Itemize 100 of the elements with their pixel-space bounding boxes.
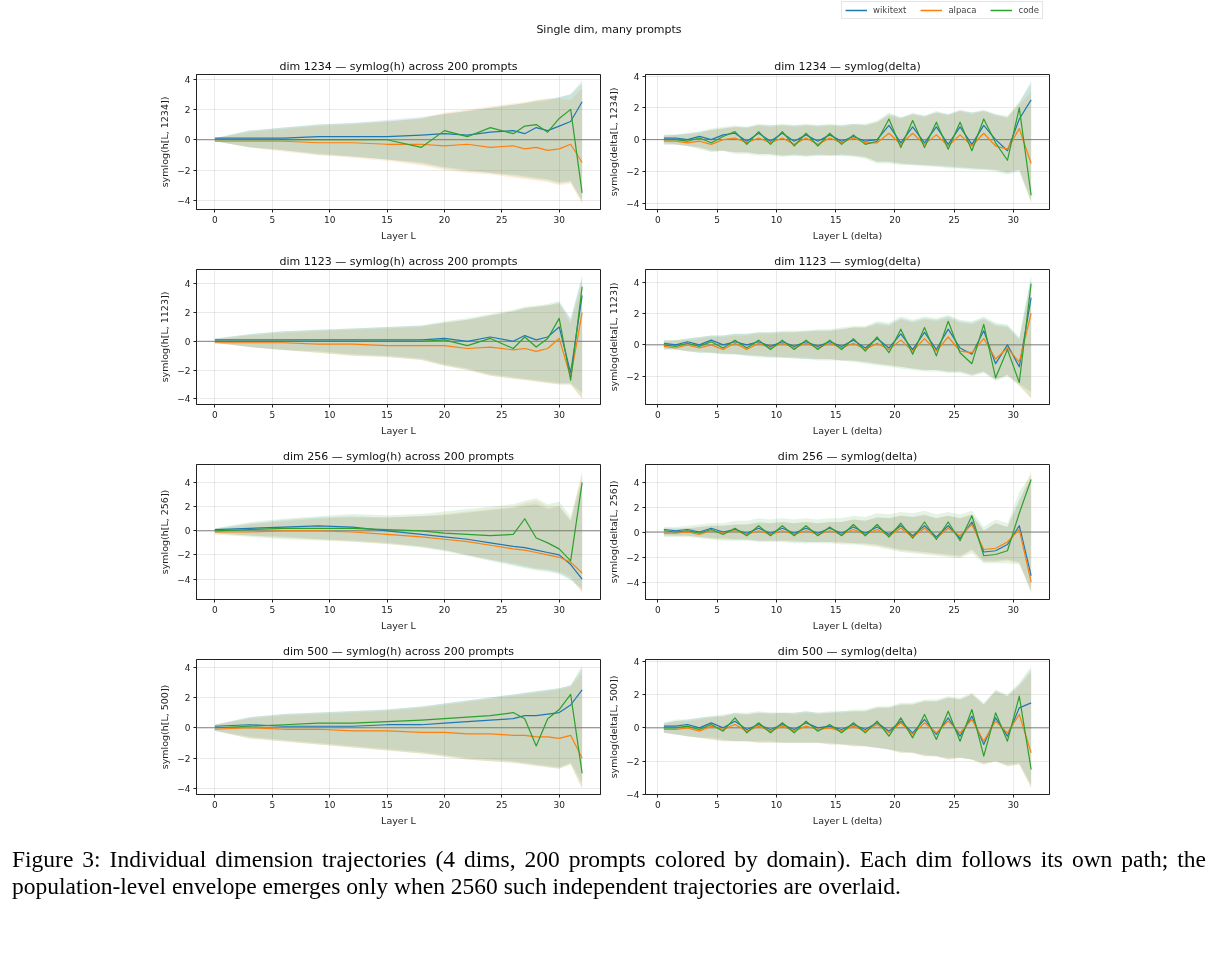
y-tick-label: 2 — [633, 308, 640, 319]
x-tick-label: 0 — [212, 799, 218, 810]
y-tick-label: −4 — [177, 783, 191, 794]
x-tick-label: 15 — [829, 799, 842, 810]
chart-title: dim 500 — symlog(delta) — [777, 644, 918, 658]
x-tick-label: 10 — [323, 214, 336, 225]
x-tick-label: 15 — [381, 214, 393, 225]
y-tick-label: −4 — [626, 198, 640, 209]
x-tick-label: 20 — [889, 214, 901, 225]
x-tick-label: 20 — [438, 799, 451, 810]
y-tick-label: 0 — [633, 723, 640, 734]
x-tick-label: 25 — [496, 409, 508, 420]
y-axis-title: symlog(h[L, 1123]) — [159, 291, 171, 383]
x-tick-label: 15 — [381, 799, 393, 810]
x-tick-label: 15 — [829, 214, 842, 225]
y-tick-label: 0 — [633, 527, 640, 538]
y-tick-label: 4 — [633, 477, 640, 488]
y-tick-label: −4 — [626, 577, 640, 588]
x-axis-title: Layer L (delta) — [812, 814, 883, 826]
x-axis-title: Layer L — [381, 814, 417, 826]
y-tick-label: −2 — [177, 365, 191, 376]
y-tick-label: 0 — [633, 340, 640, 351]
y-tick-label: −2 — [177, 550, 191, 561]
x-tick-label: 10 — [770, 799, 783, 810]
y-tick-label: −2 — [177, 165, 191, 176]
x-tick-label: 30 — [1007, 409, 1020, 420]
y-tick-label: 0 — [184, 526, 191, 537]
y-tick-label: 2 — [184, 104, 191, 115]
x-tick-label: 0 — [655, 604, 662, 615]
y-tick-label: 2 — [184, 692, 191, 703]
legend-label: wikitext — [873, 5, 907, 15]
x-tick-label: 0 — [212, 604, 218, 615]
y-tick-label: 2 — [633, 690, 640, 700]
x-tick-label: 30 — [1007, 214, 1020, 225]
y-tick-label: −4 — [177, 574, 191, 585]
x-tick-label: 15 — [829, 604, 842, 615]
x-tick-label: 30 — [553, 799, 566, 810]
y-tick-label: 4 — [633, 277, 640, 288]
chart-title: dim 256 — symlog(h) across 200 prompts — [283, 449, 515, 463]
x-tick-label: 0 — [212, 409, 218, 420]
x-axis-title: Layer L (delta) — [812, 424, 883, 436]
x-tick-label: 20 — [438, 214, 451, 225]
x-tick-label: 10 — [323, 799, 336, 810]
chart-title: dim 500 — symlog(h) across 200 prompts — [283, 644, 515, 658]
x-axis-title: Layer L — [381, 229, 417, 241]
x-tick-label: 5 — [714, 604, 721, 615]
chart-title: dim 1123 — symlog(delta) — [774, 254, 921, 268]
x-tick-label: 25 — [496, 799, 508, 810]
legend-label: alpaca — [948, 5, 977, 15]
y-tick-label: 4 — [184, 478, 191, 489]
x-tick-label: 10 — [770, 214, 783, 225]
x-tick-label: 25 — [948, 604, 960, 615]
y-tick-label: 2 — [633, 502, 640, 513]
x-tick-label: 10 — [770, 409, 783, 420]
chart-title: dim 256 — symlog(delta) — [777, 449, 918, 463]
caption: Figure 3: Individual dimension trajectories (4 dims, 200 prompts colored by domain). Each dim follows its own path; the population-level envelope emerges only when 2560 such independent trajectories are overlaid. — [12, 846, 1206, 900]
x-tick-label: 5 — [269, 214, 276, 225]
x-tick-label: 25 — [948, 409, 960, 420]
x-tick-label: 10 — [770, 604, 783, 615]
x-tick-label: 15 — [381, 409, 393, 420]
x-tick-label: 25 — [496, 214, 508, 225]
y-tick-label: 4 — [184, 279, 191, 290]
x-tick-label: 5 — [269, 799, 276, 810]
y-tick-label: 4 — [184, 74, 191, 85]
y-tick-label: 4 — [633, 656, 640, 667]
x-tick-label: 20 — [889, 604, 901, 615]
x-tick-label: 25 — [948, 799, 960, 810]
y-tick-label: −2 — [626, 756, 640, 767]
y-tick-label: 4 — [184, 662, 191, 673]
x-tick-label: 5 — [269, 409, 276, 420]
x-tick-label: 5 — [269, 604, 276, 615]
x-tick-label: 5 — [714, 799, 721, 810]
x-tick-label: 30 — [1007, 604, 1020, 615]
y-tick-label: 2 — [184, 502, 191, 513]
text: Single dim, many prompts — [536, 22, 682, 38]
x-axis-title: Layer L — [381, 619, 417, 631]
x-tick-label: 15 — [381, 604, 393, 615]
x-tick-label: 10 — [323, 604, 336, 615]
y-axis-title: symlog(h[L, 500]) — [159, 684, 171, 770]
y-axis-title: symlog(delta[L, 256]) — [608, 480, 620, 584]
x-tick-label: 25 — [948, 214, 960, 225]
x-tick-label: 20 — [438, 604, 451, 615]
x-tick-label: 0 — [212, 214, 218, 225]
chart-title: dim 1123 — symlog(h) across 200 prompts — [279, 254, 518, 268]
y-axis-title: symlog(h[L, 256]) — [159, 489, 171, 575]
y-tick-label: 4 — [633, 71, 640, 82]
x-axis-title: Layer L (delta) — [812, 619, 883, 631]
x-tick-label: 15 — [829, 409, 842, 420]
x-tick-label: 5 — [714, 214, 721, 225]
x-tick-label: 30 — [553, 214, 566, 225]
y-tick-label: 0 — [184, 135, 191, 146]
y-tick-label: −4 — [177, 195, 191, 206]
x-tick-label: 0 — [655, 214, 662, 225]
x-tick-label: 30 — [553, 604, 566, 615]
x-tick-label: 0 — [655, 409, 662, 420]
y-axis-title: symlog(delta[L, 500]) — [608, 675, 620, 779]
y-tick-label: −2 — [626, 552, 640, 563]
x-tick-label: 0 — [655, 799, 662, 810]
chart-title: dim 1234 — symlog(delta) — [774, 59, 921, 73]
y-tick-label: −2 — [626, 166, 640, 177]
